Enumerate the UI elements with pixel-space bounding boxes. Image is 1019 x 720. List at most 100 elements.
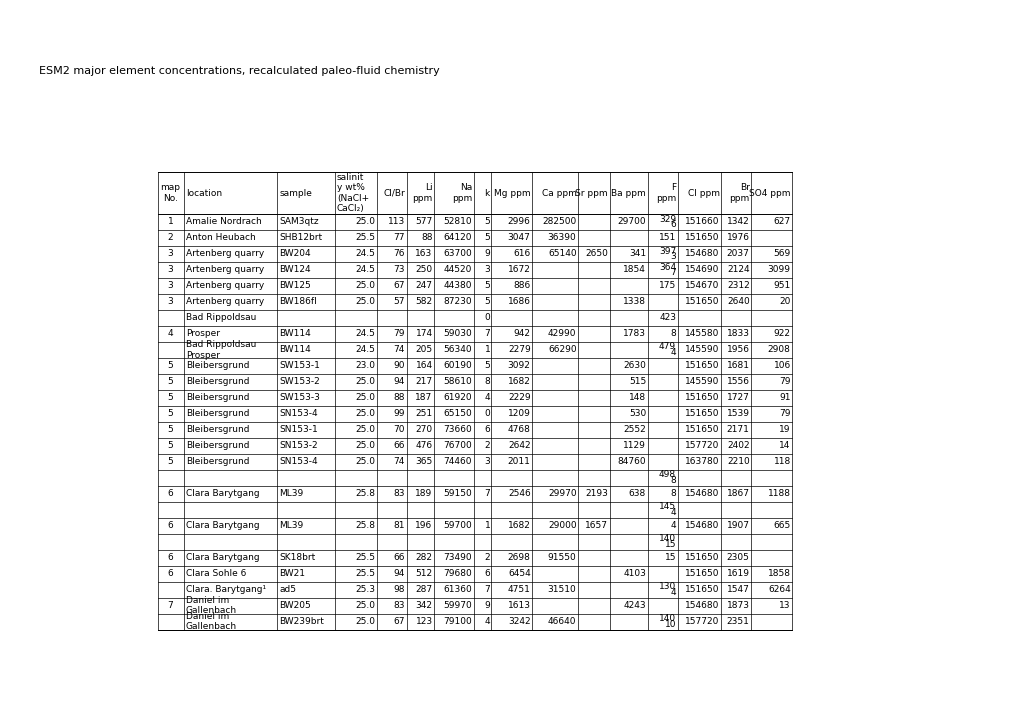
Text: 83: 83 bbox=[393, 490, 405, 498]
Text: 1672: 1672 bbox=[507, 266, 530, 274]
Text: 25.0: 25.0 bbox=[355, 441, 375, 450]
Text: Bleibersgrund: Bleibersgrund bbox=[185, 457, 250, 467]
Text: Bad Rippoldsau
Prosper: Bad Rippoldsau Prosper bbox=[185, 340, 256, 359]
Text: SHB12brt: SHB12brt bbox=[279, 233, 322, 243]
Text: Li
ppm: Li ppm bbox=[412, 184, 432, 203]
Text: 73490: 73490 bbox=[443, 553, 472, 562]
Text: 130: 130 bbox=[658, 582, 676, 591]
Text: 6: 6 bbox=[484, 570, 490, 578]
Text: 66: 66 bbox=[393, 441, 405, 450]
Text: 951: 951 bbox=[772, 282, 790, 290]
Text: 341: 341 bbox=[629, 249, 645, 258]
Text: Na
ppm: Na ppm bbox=[451, 184, 472, 203]
Text: 4: 4 bbox=[669, 348, 676, 357]
Text: 569: 569 bbox=[772, 249, 790, 258]
Text: SW153-2: SW153-2 bbox=[279, 377, 320, 387]
Text: 151650: 151650 bbox=[685, 297, 718, 307]
Text: 638: 638 bbox=[628, 490, 645, 498]
Text: 5: 5 bbox=[484, 361, 490, 370]
Text: 1: 1 bbox=[484, 346, 490, 354]
Text: 476: 476 bbox=[415, 441, 432, 450]
Text: BW204: BW204 bbox=[279, 249, 311, 258]
Text: 2: 2 bbox=[484, 553, 490, 562]
Text: 3242: 3242 bbox=[507, 617, 530, 626]
Text: 151650: 151650 bbox=[685, 409, 718, 418]
Text: 9: 9 bbox=[484, 249, 490, 258]
Text: 4: 4 bbox=[669, 521, 676, 530]
Text: 5: 5 bbox=[167, 377, 173, 387]
Text: 25.5: 25.5 bbox=[355, 233, 375, 243]
Text: 6: 6 bbox=[167, 570, 173, 578]
Text: 99: 99 bbox=[393, 409, 405, 418]
Text: Anton Heubach: Anton Heubach bbox=[185, 233, 256, 243]
Text: 73660: 73660 bbox=[443, 426, 472, 434]
Text: 1873: 1873 bbox=[726, 601, 749, 611]
Text: 94: 94 bbox=[393, 570, 405, 578]
Text: 65140: 65140 bbox=[547, 249, 576, 258]
Text: 4768: 4768 bbox=[507, 426, 530, 434]
Text: map
No.: map No. bbox=[160, 184, 180, 203]
Text: 25.0: 25.0 bbox=[355, 217, 375, 226]
Text: 2351: 2351 bbox=[726, 617, 749, 626]
Text: 79: 79 bbox=[779, 409, 790, 418]
Text: 74460: 74460 bbox=[443, 457, 472, 467]
Text: BW125: BW125 bbox=[279, 282, 311, 290]
Text: 56340: 56340 bbox=[443, 346, 472, 354]
Text: Bleibersgrund: Bleibersgrund bbox=[185, 377, 250, 387]
Text: 1: 1 bbox=[167, 217, 173, 226]
Text: 5: 5 bbox=[484, 282, 490, 290]
Text: 1547: 1547 bbox=[726, 585, 749, 594]
Text: 4243: 4243 bbox=[623, 601, 645, 611]
Text: 2402: 2402 bbox=[727, 441, 749, 450]
Text: Ca ppm: Ca ppm bbox=[541, 189, 576, 197]
Text: 5: 5 bbox=[484, 233, 490, 243]
Text: 1209: 1209 bbox=[507, 409, 530, 418]
Text: 1188: 1188 bbox=[767, 490, 790, 498]
Text: 582: 582 bbox=[415, 297, 432, 307]
Text: 1338: 1338 bbox=[623, 297, 645, 307]
Text: 364: 364 bbox=[658, 263, 676, 271]
Text: 25.5: 25.5 bbox=[355, 553, 375, 562]
Text: 77: 77 bbox=[393, 233, 405, 243]
Text: 57: 57 bbox=[393, 297, 405, 307]
Text: Bleibersgrund: Bleibersgrund bbox=[185, 409, 250, 418]
Text: SN153-2: SN153-2 bbox=[279, 441, 318, 450]
Text: 6: 6 bbox=[167, 553, 173, 562]
Text: 67: 67 bbox=[393, 282, 405, 290]
Text: 616: 616 bbox=[513, 249, 530, 258]
Text: 2546: 2546 bbox=[507, 490, 530, 498]
Text: 90: 90 bbox=[393, 361, 405, 370]
Text: salinit
y wt%
(NaCl+
CaCl₂): salinit y wt% (NaCl+ CaCl₂) bbox=[336, 173, 369, 213]
Text: SW153-3: SW153-3 bbox=[279, 393, 320, 402]
Text: 25.0: 25.0 bbox=[355, 617, 375, 626]
Text: 1686: 1686 bbox=[507, 297, 530, 307]
Text: Mg ppm: Mg ppm bbox=[493, 189, 530, 197]
Text: 1727: 1727 bbox=[726, 393, 749, 402]
Text: 0: 0 bbox=[484, 313, 490, 323]
Text: 84760: 84760 bbox=[616, 457, 645, 467]
Text: 52810: 52810 bbox=[443, 217, 472, 226]
Text: 123: 123 bbox=[415, 617, 432, 626]
Text: 19: 19 bbox=[779, 426, 790, 434]
Text: 154680: 154680 bbox=[685, 601, 718, 611]
Text: F
ppm: F ppm bbox=[655, 184, 676, 203]
Text: SN153-1: SN153-1 bbox=[279, 426, 318, 434]
Text: 2996: 2996 bbox=[507, 217, 530, 226]
Text: 20: 20 bbox=[779, 297, 790, 307]
Text: 10: 10 bbox=[664, 620, 676, 629]
Text: 270: 270 bbox=[415, 426, 432, 434]
Text: 9: 9 bbox=[484, 601, 490, 611]
Text: 2011: 2011 bbox=[507, 457, 530, 467]
Text: 94: 94 bbox=[393, 377, 405, 387]
Text: 251: 251 bbox=[415, 409, 432, 418]
Text: 3092: 3092 bbox=[507, 361, 530, 370]
Text: BW124: BW124 bbox=[279, 266, 311, 274]
Text: BW205: BW205 bbox=[279, 601, 311, 611]
Text: Daniel im
Gallenbach: Daniel im Gallenbach bbox=[185, 612, 236, 631]
Text: 1976: 1976 bbox=[726, 233, 749, 243]
Text: 29970: 29970 bbox=[547, 490, 576, 498]
Text: 187: 187 bbox=[415, 393, 432, 402]
Text: 66: 66 bbox=[393, 553, 405, 562]
Text: Bad Rippoldsau: Bad Rippoldsau bbox=[185, 313, 256, 323]
Text: ML39: ML39 bbox=[279, 521, 304, 530]
